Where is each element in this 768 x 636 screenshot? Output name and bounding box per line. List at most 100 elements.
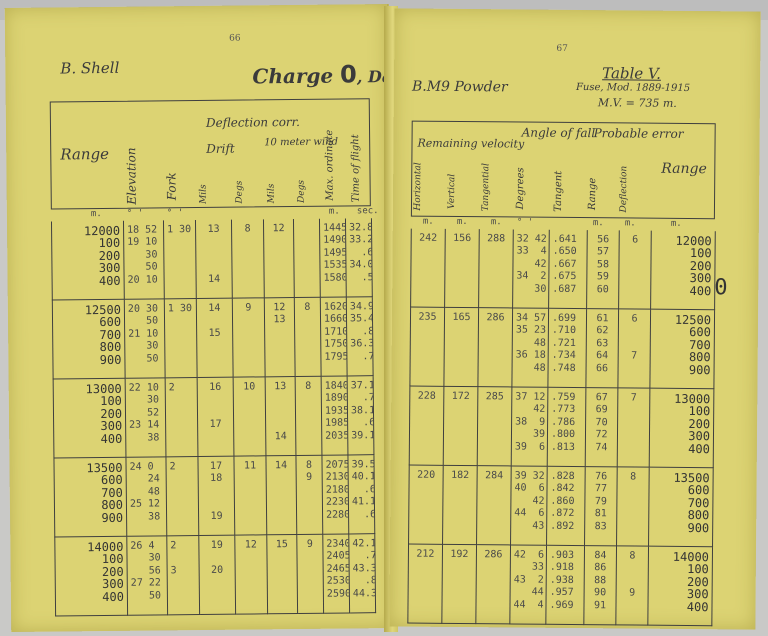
pe-range-cell: 76 77 79 81 83 — [584, 466, 618, 546]
header-vertical: Vertical — [446, 173, 458, 209]
right-page: 67 B.M9 Powder Table V. Fuse, Mod. 1889-… — [389, 8, 761, 630]
header-drift: Drift — [206, 141, 235, 156]
drift-degs-cell-text: 12 — [244, 539, 257, 551]
unit-rv3: m. — [490, 217, 502, 228]
wind-mils-cell-text: 12 — [272, 223, 285, 235]
tangential-velocity-cell: 284 — [476, 465, 512, 545]
unit-rv1: m. — [422, 216, 434, 227]
wind-degs-cell: 8 — [295, 376, 322, 456]
powder-label: B.M9 Powder — [411, 78, 508, 96]
left-table-row-group: 12000 100 200 300 400 18 52 19 10 30 50 2… — [51, 218, 373, 301]
header-pe-range: Range — [586, 177, 599, 211]
shell-label: B. Shell — [60, 58, 120, 78]
range-right-cell: 12500 600 700 800 900 — [649, 309, 715, 389]
drift-degs-cell: 10 — [233, 376, 266, 457]
wind-mils-cell-text: 14 — [274, 460, 288, 472]
tangent-cell: .641 .650 .667 .675 .687 — [548, 229, 588, 309]
horizontal-velocity-cell-text: 228 — [417, 390, 436, 402]
unit-pe-d: m. — [624, 218, 636, 229]
horizontal-velocity-cell: 220 — [408, 465, 444, 545]
fork-cell: 2 3 — [166, 535, 200, 615]
header-probable-error: Probable error — [593, 126, 684, 141]
degrees-cell-text: 39 32 40 6 42 44 6 43 — [514, 470, 545, 532]
wind-mils-cell: 12 13 — [264, 297, 296, 377]
right-table-row-group: 220 182 284 39 32 40 6 42 44 6 43.828 .842 … — [408, 465, 714, 547]
degrees-cell: 42 6 33 43 2 44 44 4 — [509, 544, 547, 625]
tangent-cell: .903 .918 .938 .957 .969 — [545, 545, 585, 625]
pe-range-cell-text: 61 62 63 64 66 — [595, 313, 609, 374]
header-degrees: Degrees — [514, 167, 527, 210]
range-cell: 13500 600 700 800 900 — [53, 457, 127, 538]
horizontal-velocity-cell: 212 — [407, 544, 443, 624]
header-mils-2: Mils — [266, 183, 277, 204]
unit-maxord: m. — [328, 206, 340, 217]
max-ordinate-cell: 2340 2405 2465 2530 2590 — [322, 533, 350, 614]
header-remaining-velocity: Remaining velocity — [417, 136, 525, 151]
time-of-flight-cell: 42.1 .7 43.3 .8 44.3 — [348, 533, 376, 613]
tangent-cell-text: .828 .842 .860 .872 .892 — [550, 470, 575, 532]
degrees-cell: 32 42 33 4 42 34 2 30 — [512, 229, 550, 309]
drift-degs-cell: 9 — [232, 297, 266, 378]
tangent-cell-text: .759 .773 .786 .800 .813 — [550, 391, 576, 453]
unit-deg: ° ' — [516, 217, 534, 228]
degrees-cell-text: 37 12 42 38 9 39 39 6 — [514, 391, 546, 453]
elevation-cell-text: 18 52 19 10 30 50 20 10 — [127, 224, 158, 286]
vertical-velocity-cell: 172 — [443, 386, 478, 466]
header-time-of-flight: Time of flight — [350, 134, 362, 203]
right-table-row-group: 212 192 286 42 6 33 43 2 44 44 4.903 .918 .… — [407, 544, 713, 626]
fork-cell: 2 — [165, 456, 199, 536]
range-right-cell: 12000 100 200 300 400 — [650, 230, 716, 310]
time-of-flight-cell-text: 39.5 40.1 .6 41.1 .6 — [351, 459, 375, 520]
fork-cell-text: 1 30 — [167, 224, 192, 236]
pe-deflection-cell-text: 8 — [630, 471, 637, 483]
elevation-cell: 20 30 50 21 10 30 50 — [124, 298, 166, 379]
range-cell-text: 14000 100 200 300 400 — [87, 539, 124, 604]
left-range-table: 12000 100 200 300 400 18 52 19 10 30 50 2… — [51, 218, 376, 617]
range-right-cell-text: 13500 600 700 800 900 — [672, 470, 710, 535]
vertical-velocity-cell: 156 — [444, 228, 480, 308]
range-right-cell-text: 12500 600 700 800 900 — [674, 312, 712, 377]
pe-range-cell: 61 62 63 64 66 — [585, 308, 619, 388]
pe-range-cell-text: 67 69 70 72 74 — [595, 392, 608, 453]
drift-mils-cell: 19 20 — [198, 535, 236, 615]
drift-mils-cell-text: 16 17 — [209, 381, 222, 431]
max-ordinate-cell: 1445 1490 1495 1535 1580 — [319, 218, 347, 298]
max-ordinate-cell-text: 1840 1890 1935 1985 2035 — [324, 380, 348, 442]
right-table-row-group: 235 165 286 34 57 35 23 48 36 18 48.699 .71… — [409, 307, 715, 389]
left-table-row-group: 12500 600 700 800 900 20 30 50 21 10 30 5… — [52, 296, 374, 380]
right-page-number: 67 — [556, 43, 568, 54]
header-fork: Fork — [164, 172, 179, 201]
wind-mils-cell-text: 15 — [275, 539, 288, 551]
fork-cell-text: 2 3 — [170, 540, 177, 577]
tangential-velocity-cell-text: 286 — [486, 312, 505, 324]
time-of-flight-cell: 39.5 40.1 .6 41.1 .6 — [347, 454, 375, 534]
charge-title: Charge 0, Day — [252, 60, 402, 89]
elevation-cell-text: 20 30 50 21 10 30 50 — [127, 303, 159, 365]
time-of-flight-cell-text: 32.8 33.2 .6 34.0 .5 — [349, 222, 373, 283]
drift-mils-cell-text: 14 15 — [208, 302, 221, 352]
tangent-cell-text: .641 .650 .667 .675 .687 — [552, 233, 577, 295]
unit-sec: sec. — [356, 206, 379, 217]
fork-cell-text: 1 30 — [167, 303, 193, 315]
left-page: 66 B. Shell Charge 0, Day Range Elevatio… — [4, 4, 402, 632]
right-table-row-group: 242 156 288 32 42 33 4 42 34 2 30.641 .650 … — [410, 228, 716, 310]
unit-range-r: m. — [670, 218, 682, 229]
pe-deflection-cell-text: 6 — [632, 234, 639, 246]
range-cell-text: 13000 100 200 300 400 — [85, 381, 123, 446]
elevation-cell-text: 24 0 24 48 25 12 38 — [129, 461, 161, 523]
tangential-velocity-cell-text: 284 — [485, 470, 504, 482]
wind-mils-cell: 12 — [263, 219, 295, 298]
range-right-cell-text: 14000 100 200 300 400 — [672, 549, 709, 614]
degrees-cell-text: 32 42 33 4 42 34 2 30 — [516, 233, 547, 295]
pe-range-cell: 84 86 88 90 91 — [583, 545, 617, 625]
elevation-cell: 26 4 30 56 27 22 50 — [126, 535, 168, 616]
elevation-cell: 24 0 24 48 25 12 38 — [125, 456, 167, 537]
degrees-cell-text: 42 6 33 43 2 44 44 4 — [513, 549, 545, 611]
fuse-label: Fuse, Mod. 1889-1915 — [575, 82, 691, 94]
vertical-velocity-cell-text: 192 — [450, 548, 469, 561]
elevation-cell: 22 10 30 52 23 14 38 — [125, 377, 166, 458]
elevation-cell-text: 26 4 30 56 27 22 50 — [130, 540, 162, 602]
fork-cell: 1 30 — [163, 220, 197, 299]
tangential-velocity-cell-text: 288 — [487, 233, 506, 245]
wind-degs-cell-text: 8 9 — [305, 459, 313, 484]
